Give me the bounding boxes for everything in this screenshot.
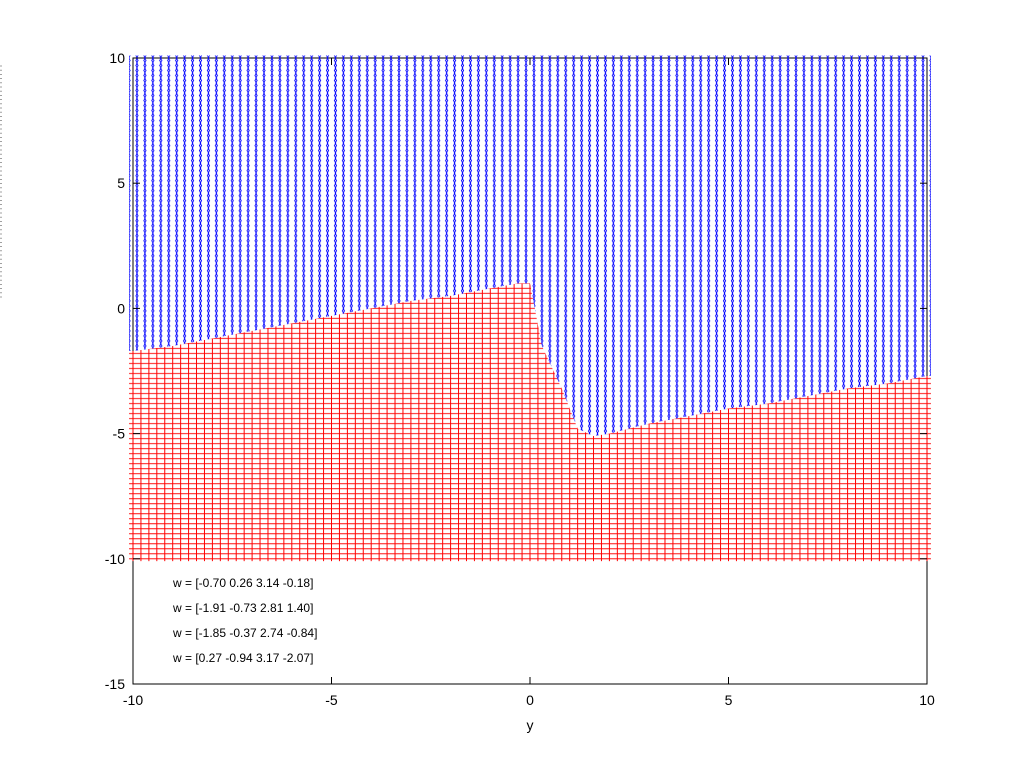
x-tick-label: 0 <box>526 692 534 708</box>
weight-annotation: w = [-1.91 -0.73 2.81 1.40] <box>172 601 313 615</box>
weight-annotation: w = [-1.85 -0.37 2.74 -0.84] <box>172 626 317 640</box>
y-tick-label: 5 <box>117 175 125 191</box>
left-edge-ticks <box>0 65 2 298</box>
x-tick-label: -10 <box>123 692 143 708</box>
y-tick-labels: -15 -10 -5 0 5 10 <box>105 50 125 692</box>
x-tick-labels: -10 -5 0 5 10 <box>123 692 935 708</box>
x-axis-label: y <box>527 717 534 733</box>
weight-annotation: w = [0.27 -0.94 3.17 -2.07] <box>172 651 313 665</box>
y-tick-label: -15 <box>105 676 125 692</box>
y-tick-label: 0 <box>117 300 125 316</box>
y-tick-label: 10 <box>109 50 125 66</box>
x-tick-label: -5 <box>325 692 338 708</box>
y-tick-label: -10 <box>105 551 125 567</box>
x-tick-label: 10 <box>919 692 935 708</box>
weight-annotation: w = [-0.70 0.26 3.14 -0.18] <box>172 576 313 590</box>
y-tick-label: -5 <box>113 426 126 442</box>
axis-ticks <box>132 57 928 685</box>
x-tick-label: 5 <box>725 692 733 708</box>
weight-annotations: w = [-0.70 0.26 3.14 -0.18] w = [-1.91 -0… <box>172 576 317 665</box>
